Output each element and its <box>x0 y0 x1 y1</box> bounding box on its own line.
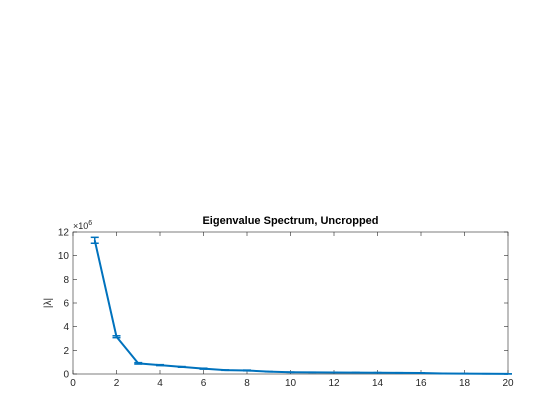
x-tick-label: 20 <box>502 378 514 389</box>
y-tick-label: 12 <box>58 228 70 239</box>
data-point <box>355 372 357 374</box>
data-point <box>203 368 205 370</box>
data-point <box>268 371 270 373</box>
y-tick-label: 4 <box>63 322 69 333</box>
y-tick-label: 10 <box>58 251 70 262</box>
data-point <box>159 364 161 366</box>
data-point <box>311 372 313 374</box>
x-tick-label: 12 <box>328 378 340 389</box>
data-point <box>137 363 139 365</box>
x-tick-label: 4 <box>157 378 163 389</box>
y-axis-label: |λ| <box>43 298 54 308</box>
y-axis-multiplier-exponent: 6 <box>88 220 92 227</box>
x-tick-label: 18 <box>459 378 471 389</box>
data-point <box>377 372 379 374</box>
series-line <box>95 240 508 374</box>
data-point <box>290 371 292 373</box>
x-tick-label: 16 <box>415 378 427 389</box>
plot-area: 0 2 4 6 8 10 12 14 16 18 20 0 2 4 6 8 10 12 <box>58 228 514 390</box>
data-point <box>398 372 400 374</box>
data-point <box>333 372 335 374</box>
data-point <box>116 336 118 338</box>
axes-box <box>73 232 508 374</box>
y-axis-multiplier-base: ×10 <box>73 221 88 231</box>
data-point <box>464 373 466 375</box>
data-point <box>94 239 96 241</box>
data-point <box>224 369 226 371</box>
x-tick-label: 6 <box>201 378 207 389</box>
data-point <box>442 373 444 375</box>
x-tick-label: 8 <box>244 378 250 389</box>
data-point <box>485 373 487 375</box>
y-tick-label: 0 <box>63 370 69 381</box>
chart-title: Eigenvalue Spectrum, Uncropped <box>202 215 378 227</box>
y-tick-label: 2 <box>63 346 69 357</box>
x-tick-label: 2 <box>114 378 120 389</box>
data-point <box>181 366 183 368</box>
y-tick-label: 6 <box>63 299 69 310</box>
data-point <box>420 372 422 374</box>
data-point <box>507 373 509 375</box>
y-tick-label: 8 <box>63 275 69 286</box>
x-tick-label: 0 <box>70 378 76 389</box>
data-point <box>246 370 248 372</box>
x-tick-label: 14 <box>372 378 384 389</box>
y-axis-multiplier: ×106 <box>73 220 92 231</box>
x-tick-label: 10 <box>285 378 297 389</box>
